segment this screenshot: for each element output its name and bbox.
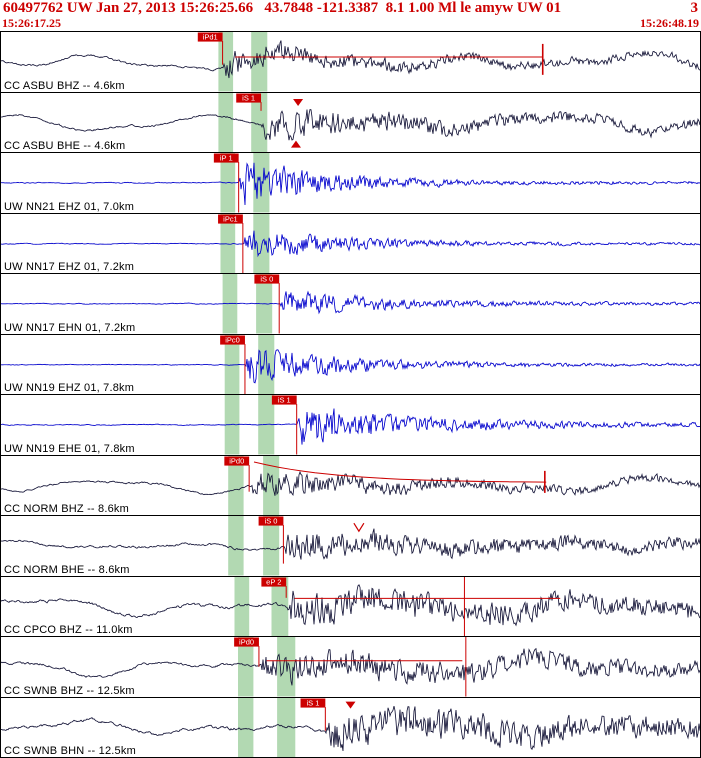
- pick-label: iP 1: [220, 154, 233, 163]
- trace-row[interactable]: iS 0 CC NORM BHE -- 8.6km: [1, 516, 700, 577]
- trace-row[interactable]: eP 2 CC CPCO BHZ -- 11.0km: [1, 576, 700, 637]
- pick-flag[interactable]: [258, 516, 284, 526]
- waveform-canvas[interactable]: iS 0: [1, 274, 700, 334]
- trace-row[interactable]: iPd0 CC SWNB BHZ -- 12.5km: [1, 637, 700, 698]
- pick-flag[interactable]: [271, 395, 297, 405]
- phase-window-band: [251, 32, 268, 92]
- pick-flag[interactable]: [220, 335, 245, 345]
- trace-row[interactable]: iS 1 UW NN19 EHE 01, 7.8km: [1, 395, 700, 456]
- pick-flag[interactable]: [197, 32, 223, 42]
- window-start-time: 15:26:17.25: [2, 16, 61, 30]
- phase-window-band: [271, 576, 289, 636]
- pick-label: iPd0: [229, 456, 244, 465]
- pick-label: iPc0: [225, 335, 240, 344]
- seismic-trace: [1, 40, 700, 79]
- phase-window-band: [277, 637, 296, 697]
- trace-row[interactable]: iPd1 CC ASBU BHZ -- 4.6km: [1, 32, 700, 93]
- window-end-time: 15:26:48.19: [640, 16, 699, 30]
- pick-label: eP 2: [266, 577, 281, 586]
- pick-flag[interactable]: [234, 637, 259, 647]
- coda-decay-curve: [253, 460, 547, 483]
- time-window-bar: 15:26:17.25 15:26:48.19: [0, 16, 701, 31]
- trace-row[interactable]: iPd0 CC NORM BHZ -- 8.6km: [1, 455, 700, 516]
- seismic-trace: [1, 230, 700, 257]
- phase-window-band: [263, 455, 280, 515]
- pick-flag[interactable]: [254, 274, 280, 284]
- pick-flag[interactable]: [224, 456, 250, 466]
- waveform-canvas[interactable]: iPc1: [1, 213, 700, 274]
- seismic-trace: [1, 290, 700, 315]
- phase-window-band: [228, 516, 244, 576]
- phase-window-band: [218, 92, 234, 152]
- pick-label: iPc1: [223, 214, 238, 223]
- seismic-trace: [1, 583, 700, 626]
- seismic-trace: [1, 647, 700, 686]
- pick-label: iS 1: [242, 93, 255, 102]
- seismic-trace: [1, 162, 700, 205]
- trace-row[interactable]: iPc1 UW NN17 EHZ 01, 7.2km: [1, 213, 700, 274]
- phase-window-band: [234, 576, 250, 636]
- pick-flag[interactable]: [218, 214, 243, 224]
- trace-row[interactable]: iS 0 UW NN17 EHN 01, 7.2km: [1, 274, 700, 335]
- waveform-canvas[interactable]: iP 1: [1, 153, 700, 213]
- trace-row[interactable]: iS 1 CC SWNB BHN -- 12.5km: [1, 697, 700, 758]
- seismic-trace: [1, 705, 700, 751]
- pick-vee-marker: [353, 522, 365, 533]
- pick-label: iS 1: [306, 698, 319, 707]
- phase-window-band: [258, 334, 275, 394]
- amplitude-marker-triangle: [345, 701, 356, 709]
- pick-flag[interactable]: [300, 698, 326, 708]
- waveform-canvas[interactable]: iPd0: [1, 455, 700, 516]
- seismic-trace: [1, 470, 700, 496]
- trace-row[interactable]: iS 1 CC ASBU BHE -- 4.6km: [1, 92, 700, 153]
- seismic-trace: [1, 528, 700, 560]
- waveform-canvas[interactable]: iS 1: [1, 92, 700, 153]
- amplitude-marker-triangle: [290, 140, 301, 148]
- pick-label: iPd1: [203, 33, 218, 42]
- waveform-canvas[interactable]: iS 1: [1, 395, 700, 455]
- pick-label: iS 1: [278, 396, 291, 405]
- phase-window-band: [263, 516, 280, 576]
- trace-row[interactable]: iPc0 UW NN19 EHZ 01, 7.8km: [1, 334, 700, 395]
- page-number: 3: [690, 0, 699, 16]
- pick-flag[interactable]: [236, 93, 262, 103]
- trace-row[interactable]: iP 1 UW NN21 EHZ 01, 7.0km: [1, 153, 700, 214]
- waveform-canvas[interactable]: iPc0: [1, 334, 700, 395]
- waveform-canvas[interactable]: eP 2: [1, 576, 700, 637]
- waveform-canvas[interactable]: iPd0: [1, 637, 700, 697]
- waveform-canvas[interactable]: iS 0: [1, 516, 700, 576]
- seismic-trace: [1, 408, 700, 445]
- seismic-trace: [1, 108, 700, 141]
- amplitude-marker-triangle: [293, 98, 304, 106]
- pick-label: iS 0: [265, 517, 278, 526]
- pick-flag[interactable]: [261, 577, 287, 587]
- pick-label: iPd0: [239, 638, 254, 647]
- phase-window-band: [228, 455, 244, 515]
- phase-window-band: [238, 697, 254, 757]
- trace-panel: iPd1 CC ASBU BHZ -- 4.6km iS 1 CC ASBU BHE …: [0, 31, 701, 758]
- phase-window-band: [238, 637, 254, 697]
- phase-window-band: [251, 92, 268, 152]
- waveform-canvas[interactable]: iPd1: [1, 32, 700, 92]
- event-header: 60497762 UW Jan 27, 2013 15:26:25.66 43.…: [0, 0, 701, 16]
- waveform-canvas[interactable]: iS 1: [1, 697, 700, 758]
- event-summary-text: 60497762 UW Jan 27, 2013 15:26:25.66 43.…: [3, 0, 562, 16]
- pick-label: iS 0: [260, 275, 273, 284]
- phase-window-band: [253, 213, 270, 273]
- pick-flag[interactable]: [213, 153, 239, 163]
- seismic-trace: [1, 348, 700, 383]
